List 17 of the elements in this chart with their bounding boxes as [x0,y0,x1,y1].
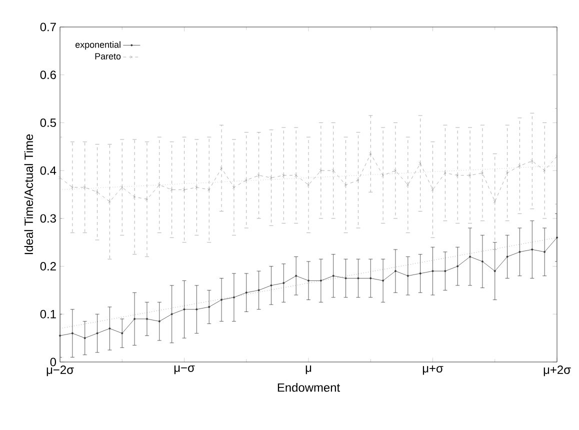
y-axis-title: Ideal Time/Actual Time [24,134,34,254]
y-tick-label: 0.4 [40,166,56,175]
x-tick-label: μ−2σ [46,366,74,376]
x-tick-label: μ−σ [174,366,195,374]
y-tick-label: 0.1 [40,310,56,318]
y-tick-label: 0.7 [40,22,56,32]
legend-label: exponential [76,41,120,50]
y-tick-label: 0.5 [40,118,56,127]
x-tick-label: μ+2σ [544,366,571,376]
x-axis-title: Endowment [278,383,340,392]
y-tick-label: 0.3 [40,214,56,223]
y-tick-label: 0.6 [40,70,56,80]
x-tick-label: μ [306,366,312,374]
x-tick-label: μ+σ [422,366,444,375]
y-tick-label: 0 [50,358,56,366]
legend-label: Pareto [95,53,121,60]
y-tick-label: 0.2 [40,262,56,271]
